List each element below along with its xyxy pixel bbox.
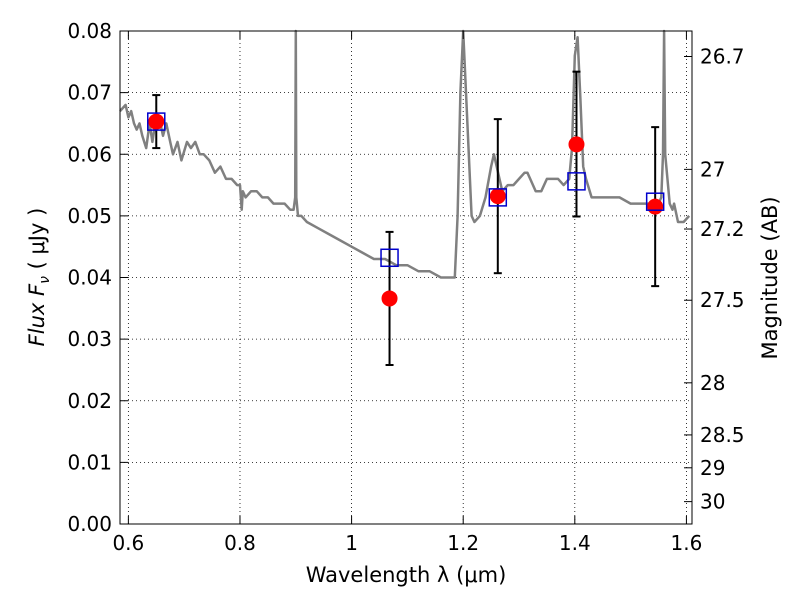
x-axis-ticks: 0.6 0.8 1 1.2 1.4 1.6 [112,31,702,555]
y2-tick-label: 26.7 [700,44,745,68]
y-axis-label-main: Flux F [25,283,49,346]
y-tick-label: 0.02 [67,389,112,413]
synthetic-points [147,112,665,268]
synthetic-point [488,188,508,207]
y2-axis-label: Magnitude (AB) [758,196,782,359]
y-tick-label: 0.08 [67,19,112,43]
observed-point [647,198,664,215]
synthetic-point [567,172,586,191]
observed-point [568,136,585,153]
y-axis-label-subscript: ν [37,276,53,284]
y-axis-label-unit: ( μJy ) [25,208,49,276]
y2-axis-ticks: 26.7 27 27.2 27.5 28 28.5 29 30 [684,44,745,514]
y-tick-label: 0.00 [67,512,112,536]
x-tick-label: 1.6 [671,531,703,555]
x-tick-label: 1 [345,531,358,555]
y-tick-label: 0.03 [67,327,112,351]
synthetic-point [380,248,399,268]
model-spectrum-line [119,29,691,279]
y-axis-ticks: 0.00 0.01 0.02 0.03 0.04 0.05 0.06 0.07 0.08 [67,19,128,536]
y2-tick-label: 27.5 [700,288,745,312]
y-tick-label: 0.07 [67,81,112,105]
observed-point [489,188,506,205]
y2-tick-label: 27.2 [700,217,745,241]
y-tick-label: 0.04 [67,266,112,290]
observed-point [381,290,398,307]
y-tick-label: 0.06 [67,142,112,166]
y-tick-label: 0.05 [67,204,112,228]
y2-tick-label: 27 [700,157,725,181]
x-tick-label: 0.8 [224,531,256,555]
y2-tick-label: 28 [700,371,725,395]
y-tick-label: 0.01 [67,450,112,474]
synthetic-point [645,192,665,211]
plot-background [120,31,692,524]
observed-point [148,113,165,130]
y2-tick-label: 28.5 [700,423,745,447]
x-axis-label: Wavelength λ (μm) [306,563,507,587]
y-axis-label: Flux Fν ( μJy ) [25,208,53,347]
y2-tick-label: 29 [700,456,725,480]
x-tick-label: 0.6 [112,531,144,555]
x-tick-label: 1.4 [559,531,591,555]
synthetic-point [147,112,166,131]
model-spectrum [119,29,691,279]
y2-tick-label: 30 [700,490,725,514]
x-tick-label: 1.2 [447,531,479,555]
